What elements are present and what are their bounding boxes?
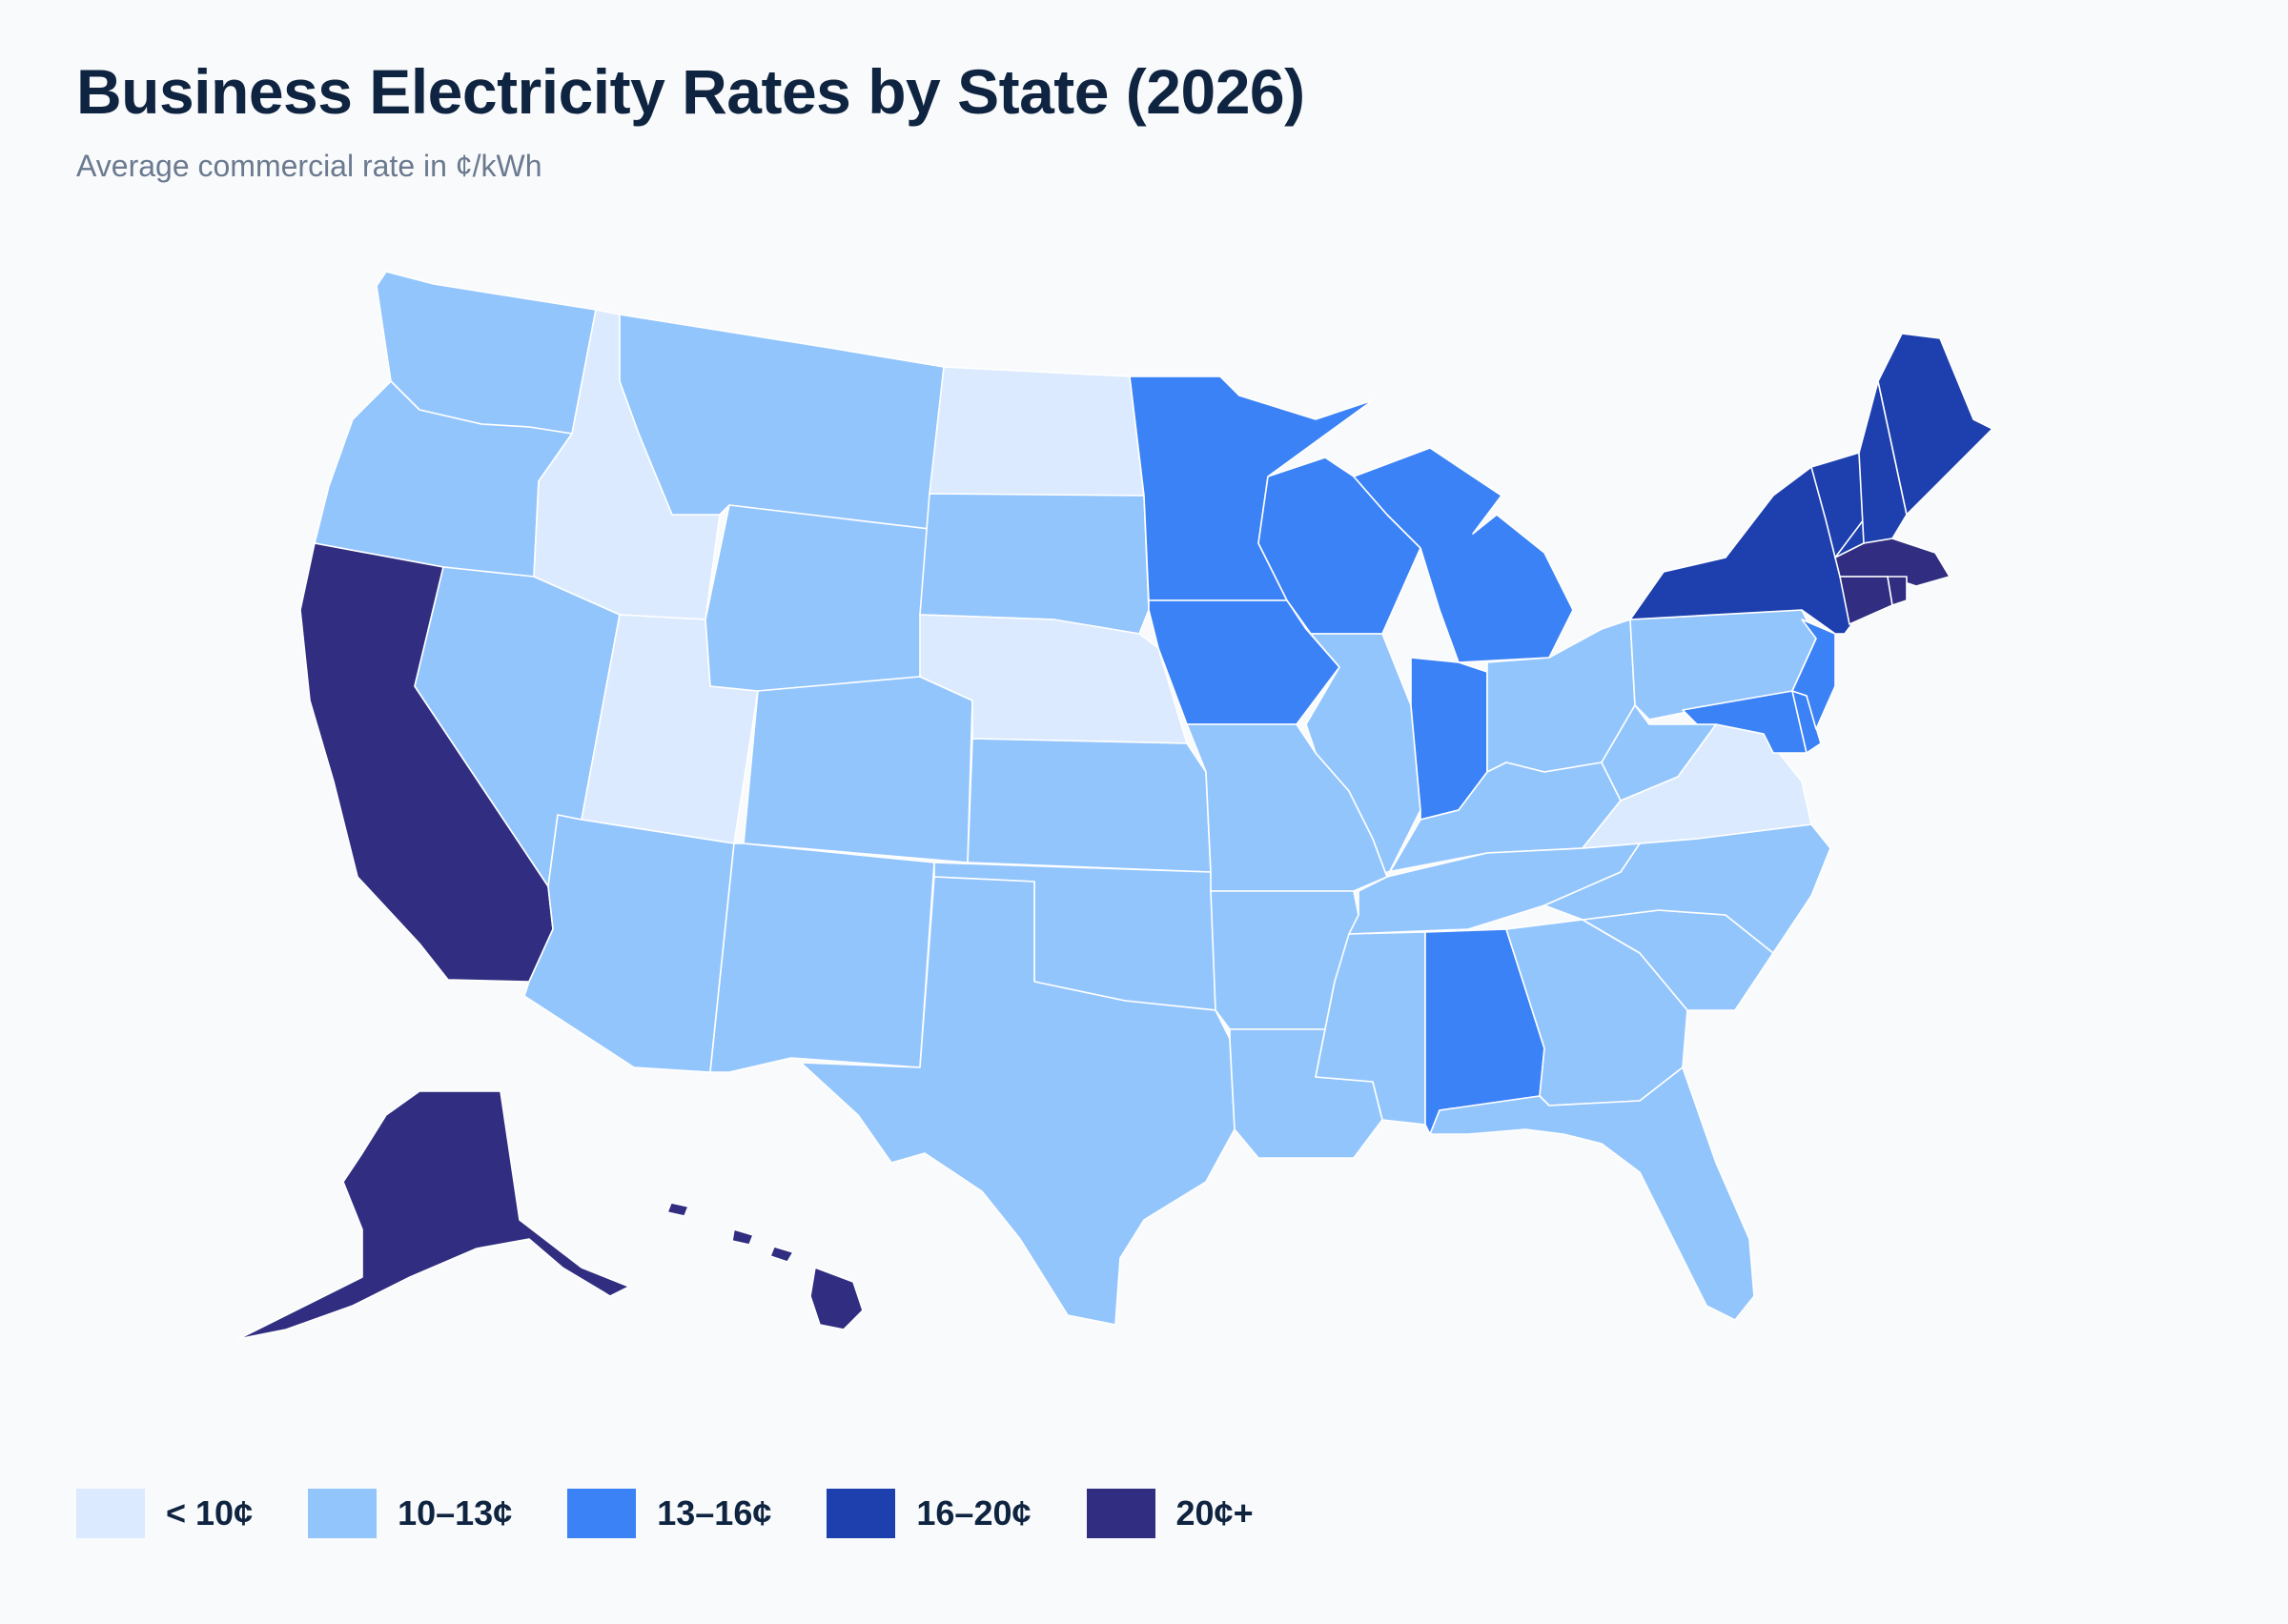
- legend-swatch: [76, 1489, 145, 1538]
- legend-swatch: [1086, 1489, 1155, 1538]
- state-north-dakota[interactable]: [929, 366, 1145, 497]
- state-montana[interactable]: [619, 314, 945, 530]
- state-colorado[interactable]: [743, 676, 973, 863]
- state-south-dakota[interactable]: [919, 493, 1150, 635]
- legend-swatch: [567, 1489, 637, 1538]
- state-new-mexico[interactable]: [709, 842, 935, 1073]
- legend-item-13-16: 13–16¢: [567, 1489, 771, 1538]
- state-north-carolina[interactable]: [1543, 823, 1831, 954]
- state-texas[interactable]: [800, 876, 1236, 1326]
- state-hawaii-islands[interactable]: [666, 1202, 794, 1263]
- legend-label: 13–16¢: [657, 1493, 772, 1533]
- map-legend: < 10¢ 10–13¢ 13–16¢ 16–20¢ 20¢+: [76, 1489, 1309, 1538]
- state-new-hampshire[interactable]: [1858, 380, 1908, 544]
- legend-label: < 10¢: [166, 1493, 254, 1533]
- legend-swatch: [827, 1489, 896, 1538]
- legend-item-10-13: 10–13¢: [308, 1489, 512, 1538]
- state-alaska[interactable]: [237, 1090, 630, 1340]
- map-title: Business Electricity Rates by State (202…: [76, 56, 1305, 127]
- state-rhode-island[interactable]: [1887, 576, 1908, 606]
- state-michigan[interactable]: [1353, 447, 1574, 663]
- state-illinois[interactable]: [1305, 633, 1421, 878]
- state-vermont[interactable]: [1810, 452, 1865, 558]
- state-kansas[interactable]: [967, 738, 1212, 873]
- state-wyoming[interactable]: [705, 504, 930, 692]
- legend-label: 20¢+: [1175, 1493, 1254, 1533]
- state-arizona[interactable]: [523, 814, 735, 1073]
- state-wisconsin[interactable]: [1257, 457, 1421, 635]
- state-new-jersey[interactable]: [1791, 619, 1836, 730]
- legend-swatch: [308, 1489, 378, 1538]
- legend-label: 10–13¢: [398, 1493, 513, 1533]
- map-subtitle: Average commercial rate in ¢/kWh: [76, 149, 542, 183]
- legend-label: 16–20¢: [916, 1493, 1032, 1533]
- legend-item-20-plus: 20¢+: [1086, 1489, 1254, 1538]
- legend-item-16-20: 16–20¢: [827, 1489, 1032, 1538]
- state-florida[interactable]: [1429, 1066, 1755, 1321]
- state-maine[interactable]: [1877, 333, 1993, 516]
- legend-item-under-10: < 10¢: [76, 1489, 253, 1538]
- state-hawaii[interactable]: [809, 1267, 864, 1330]
- state-connecticut[interactable]: [1839, 576, 1893, 625]
